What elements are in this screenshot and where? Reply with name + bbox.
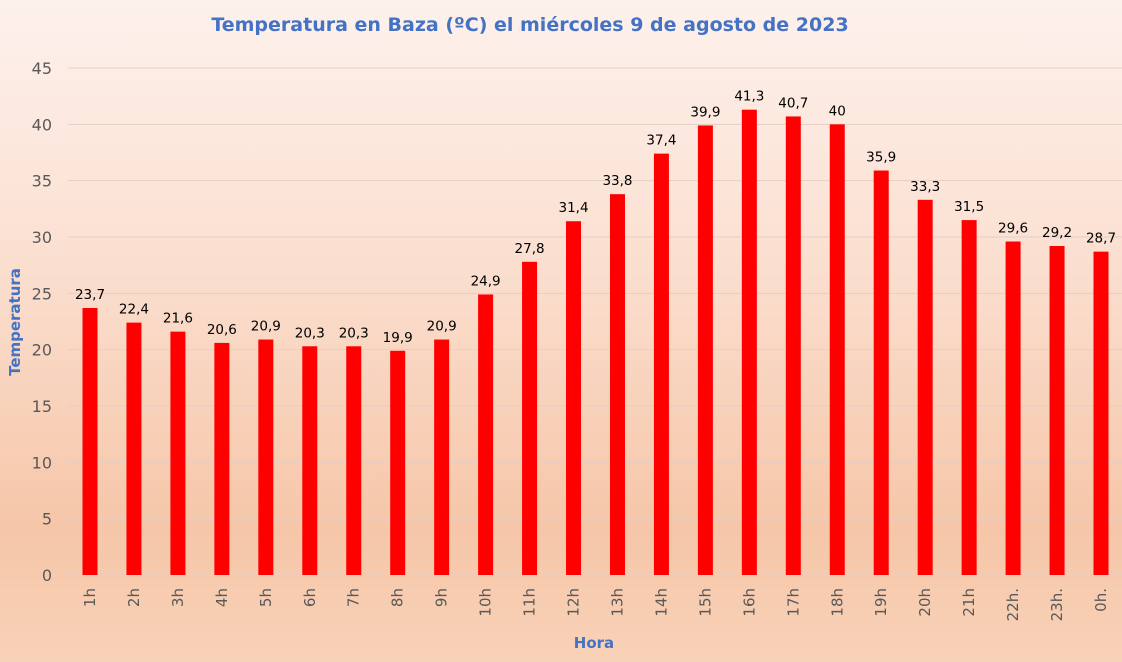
y-tick-label: 20	[32, 341, 52, 360]
y-tick-label: 0	[42, 566, 52, 585]
bar	[1049, 246, 1065, 575]
data-label: 40	[829, 103, 846, 119]
data-label: 20,9	[251, 319, 281, 335]
x-tick-label: 9h	[433, 588, 451, 607]
x-tick-label: 6h	[301, 588, 319, 607]
chart-title: Temperatura en Baza (ºC) el miércoles 9 …	[211, 14, 848, 36]
bar	[126, 322, 142, 575]
data-label: 33,3	[910, 179, 940, 195]
x-tick-label: 12h	[565, 588, 583, 617]
bar	[829, 124, 845, 575]
y-axis-ticks: 0 5 10 15 20 25 30 35 40 45	[32, 59, 52, 585]
data-label: 31,5	[954, 199, 984, 215]
bar	[566, 221, 582, 575]
x-tick-label: 4h	[213, 588, 231, 607]
bar	[390, 350, 406, 575]
data-label: 33,8	[602, 173, 632, 189]
x-tick-label: 7h	[345, 588, 363, 607]
bar	[785, 116, 801, 576]
x-tick-label: 0h.	[1092, 588, 1110, 612]
data-label: 20,3	[295, 325, 325, 341]
bar	[258, 339, 274, 575]
y-tick-label: 15	[32, 397, 52, 416]
x-tick-label: 22h.	[1004, 588, 1022, 621]
bar	[653, 153, 669, 576]
bar	[741, 109, 757, 575]
data-label: 37,4	[646, 133, 676, 149]
data-label: 39,9	[690, 104, 720, 120]
bar	[1093, 251, 1109, 575]
data-label: 31,4	[558, 200, 588, 216]
gridlines	[68, 67, 1122, 576]
y-tick-label: 45	[32, 59, 52, 78]
x-tick-label: 10h	[477, 588, 495, 617]
data-label: 27,8	[515, 241, 545, 257]
bar	[1005, 241, 1021, 576]
bar	[82, 307, 98, 575]
x-axis-ticks: 1h 2h 3h 4h 5h 6h 7h 8h 9h 10h 11h 12h 13h 14h 15h 16h 1…	[81, 588, 1110, 621]
x-tick-label: 20h	[916, 588, 934, 617]
y-tick-label: 40	[32, 115, 52, 134]
x-tick-label: 15h	[696, 588, 714, 617]
data-label: 20,9	[427, 319, 457, 335]
data-label: 29,6	[998, 221, 1028, 237]
x-tick-label: 18h	[828, 588, 846, 617]
bar	[214, 342, 230, 575]
x-tick-label: 3h	[169, 588, 187, 607]
bar	[302, 346, 318, 575]
data-label: 23,7	[75, 287, 105, 303]
bar	[478, 294, 494, 575]
y-tick-label: 25	[32, 284, 52, 303]
x-tick-label: 8h	[389, 588, 407, 607]
bar	[609, 194, 625, 576]
x-tick-label: 14h	[652, 588, 670, 617]
data-labels: 23,7 22,4 21,6 20,6 20,9 20,3 20,3 19,9 20,9 24,9…	[75, 89, 1116, 346]
x-tick-label: 5h	[257, 588, 275, 607]
data-label: 22,4	[119, 302, 149, 318]
y-tick-label: 35	[32, 172, 52, 191]
x-tick-label: 17h	[784, 588, 802, 617]
data-label: 20,3	[339, 325, 369, 341]
y-tick-label: 30	[32, 228, 52, 247]
data-label: 40,7	[778, 95, 808, 111]
data-label: 28,7	[1086, 231, 1116, 247]
data-label: 29,2	[1042, 225, 1072, 241]
data-label: 21,6	[163, 311, 193, 327]
x-tick-label: 16h	[740, 588, 758, 617]
bar	[961, 220, 977, 575]
x-tick-label: 21h	[960, 588, 978, 617]
x-tick-label: 2h	[125, 588, 143, 607]
y-tick-label: 5	[42, 510, 52, 529]
x-tick-label: 1h	[81, 588, 99, 607]
bars	[82, 109, 1109, 576]
x-tick-label: 23h.	[1048, 588, 1066, 621]
data-label: 20,6	[207, 322, 237, 338]
data-label: 24,9	[471, 273, 501, 289]
bar	[346, 346, 362, 575]
y-tick-label: 10	[32, 453, 52, 472]
x-tick-label: 13h	[608, 588, 626, 617]
bar	[697, 125, 713, 576]
bar	[170, 331, 186, 575]
data-label: 41,3	[734, 89, 764, 105]
data-label: 19,9	[383, 330, 413, 346]
x-tick-label: 11h	[521, 588, 539, 617]
data-label: 35,9	[866, 150, 896, 166]
bar	[434, 339, 450, 575]
x-tick-label: 19h	[872, 588, 890, 617]
bar	[873, 170, 889, 575]
x-axis-title: Hora	[574, 634, 614, 652]
y-axis-title: Temperatura	[6, 268, 24, 376]
bar	[522, 261, 538, 575]
bar	[917, 199, 933, 575]
